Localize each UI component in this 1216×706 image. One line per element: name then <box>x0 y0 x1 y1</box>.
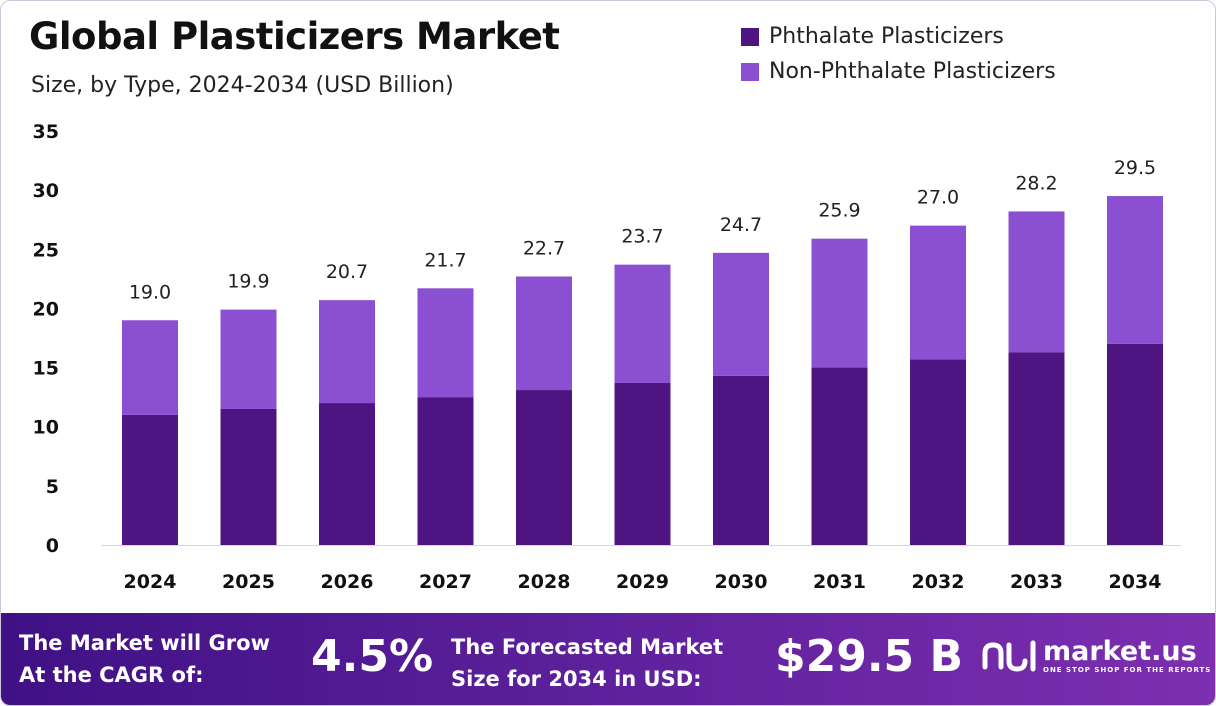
bar-segment-non-phthalate <box>516 276 572 391</box>
x-tick-label: 2028 <box>518 571 571 593</box>
bar-segment-phthalate <box>713 375 769 545</box>
forecast-label: The Forecasted Market Size for 2034 in U… <box>451 635 724 691</box>
bar-segment-non-phthalate <box>910 225 966 360</box>
bar-segment-non-phthalate <box>220 309 277 409</box>
bar-segment-phthalate <box>516 390 572 545</box>
x-tick-label: 2030 <box>715 571 768 593</box>
bar-total-label: 21.7 <box>424 249 466 271</box>
bar-segment-phthalate <box>122 414 178 545</box>
y-tick-label: 15 <box>33 358 59 380</box>
bar-segment-phthalate <box>1107 343 1163 545</box>
bar-total-label: 28.2 <box>1015 172 1057 194</box>
bar-segment-non-phthalate <box>713 252 769 376</box>
chart-title: Global Plasticizers Market <box>29 15 560 58</box>
bar-total-label: 22.7 <box>523 237 565 259</box>
bar-total-label: 19.0 <box>129 281 171 303</box>
legend: Phthalate Plasticizers Non-Phthalate Pla… <box>741 19 1056 89</box>
x-tick-label: 2029 <box>616 571 669 593</box>
x-tick-label: 2031 <box>813 571 866 593</box>
chart-subtitle: Size, by Type, 2024-2034 (USD Billion) <box>31 73 454 98</box>
brand-name: market.us <box>1043 636 1197 667</box>
footer-banner: The Market will Grow At the CAGR of: 4.5… <box>1 613 1215 705</box>
bar-total-label: 25.9 <box>818 200 860 222</box>
forecast-value: $29.5 B <box>775 631 964 682</box>
brand: market.us ONE STOP SHOP FOR THE REPORTS <box>981 637 1211 675</box>
bar-segment-phthalate <box>811 367 868 545</box>
bar-segment-non-phthalate <box>1008 211 1065 353</box>
y-tick-label: 10 <box>33 417 59 439</box>
y-tick-label: 35 <box>33 121 59 143</box>
y-tick-label: 0 <box>46 535 59 557</box>
bar-segment-phthalate <box>910 359 966 545</box>
bar-total-label: 19.9 <box>227 271 269 293</box>
legend-label-phthalate: Phthalate Plasticizers <box>769 24 1004 49</box>
legend-label-non-phthalate: Non-Phthalate Plasticizers <box>769 59 1056 84</box>
y-tick-label: 30 <box>33 180 59 202</box>
x-tick-label: 2033 <box>1010 571 1063 593</box>
bar-segment-non-phthalate <box>319 300 375 404</box>
market-us-logo-icon <box>982 640 1036 672</box>
bar-segment-phthalate <box>1008 352 1065 545</box>
brand-tagline: ONE STOP SHOP FOR THE REPORTS <box>1043 666 1212 674</box>
x-tick-label: 2024 <box>124 571 177 593</box>
x-tick-label: 2026 <box>321 571 374 593</box>
stacked-bar-chart: 0510152025303519.0202419.9202520.7202621… <box>33 121 1181 593</box>
legend-swatch-phthalate <box>741 27 759 46</box>
bar-segment-phthalate <box>319 403 375 545</box>
bar-segment-non-phthalate <box>614 264 671 383</box>
bar-total-label: 29.5 <box>1114 157 1156 179</box>
x-tick-label: 2032 <box>912 571 965 593</box>
bar-segment-phthalate <box>614 382 671 545</box>
bar-segment-phthalate <box>417 397 474 545</box>
bar-total-label: 24.7 <box>720 214 762 236</box>
y-tick-label: 20 <box>33 298 59 320</box>
legend-item-non-phthalate: Non-Phthalate Plasticizers <box>741 54 1056 89</box>
bar-segment-non-phthalate <box>122 320 178 415</box>
bar-segment-non-phthalate <box>811 238 868 368</box>
bar-segment-phthalate <box>220 408 277 545</box>
cagr-label: The Market will Grow At the CAGR of: <box>19 631 270 687</box>
legend-swatch-non-phthalate <box>741 62 759 81</box>
bar-segment-non-phthalate <box>1107 196 1163 344</box>
y-tick-label: 5 <box>46 476 59 498</box>
x-tick-label: 2025 <box>222 571 275 593</box>
bar-total-label: 23.7 <box>621 226 663 248</box>
bar-total-label: 27.0 <box>917 187 959 209</box>
x-tick-label: 2027 <box>419 571 472 593</box>
bar-segment-non-phthalate <box>417 288 474 398</box>
y-tick-label: 25 <box>33 239 59 261</box>
bar-total-label: 20.7 <box>326 261 368 283</box>
x-tick-label: 2034 <box>1109 571 1162 593</box>
cagr-value: 4.5% <box>311 631 434 682</box>
legend-item-phthalate: Phthalate Plasticizers <box>741 19 1056 54</box>
